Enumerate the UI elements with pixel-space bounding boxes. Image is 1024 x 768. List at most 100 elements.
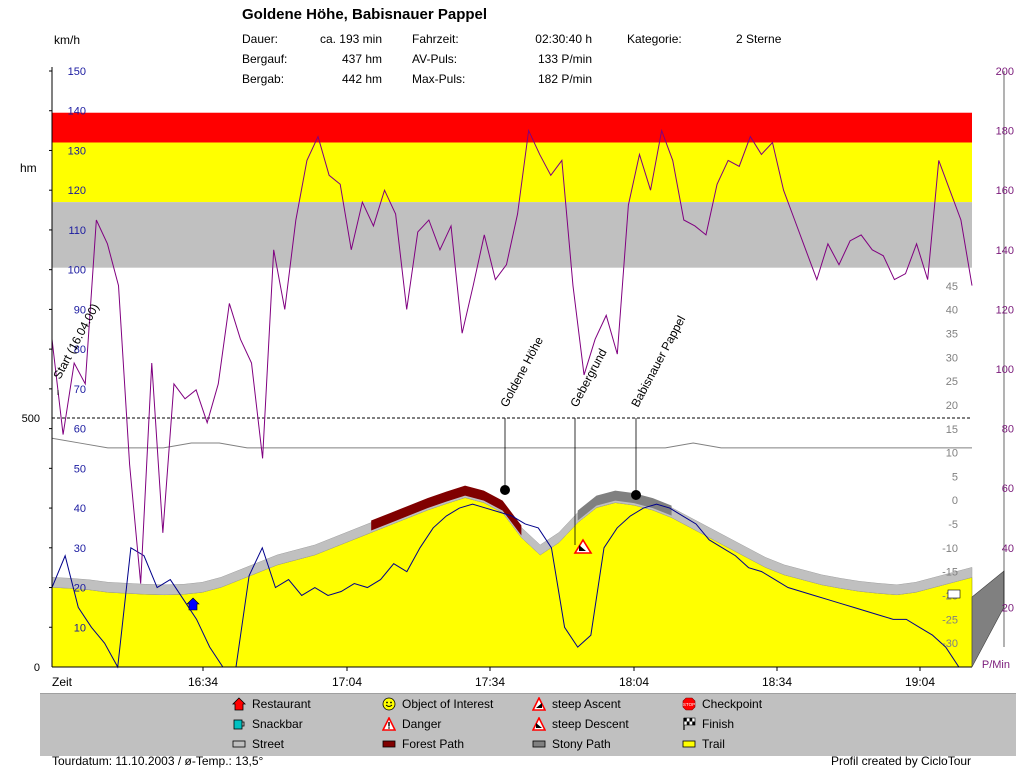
legend-stony-path: Stony Path [532,737,611,751]
gradient-tick-label: 5 [952,471,958,483]
house-icon [186,597,200,611]
gradient-tick-label: 0 [952,495,958,507]
stony-path-swatch [532,737,546,751]
chart-3d-side [971,570,1005,668]
finish-flag-icon [947,589,961,599]
stat-label-bergauf: Bergauf: [242,52,288,66]
stat-value-fahrzeit: 02:30:40 h [535,32,592,46]
pulse-tick-label: 180 [996,126,1014,138]
pulse-tick-label: 160 [996,185,1014,197]
stat-label-bergab: Bergab: [242,72,285,86]
gradient-tick-label: -15 [942,567,958,579]
chart-axes: 1020304050607080901001101201301401500500… [22,66,1014,689]
cup-icon [232,717,246,731]
speed-tick-label: 120 [68,185,86,197]
legend-checkpoint: STOP Checkpoint [682,697,762,711]
legend-danger: Danger [381,716,442,731]
gradient-tick-label: 15 [946,424,958,436]
legend-trail: Trail [682,737,725,751]
stat-value-max-puls: 182 P/min [537,72,592,86]
legend-label: Forest Path [402,737,465,751]
speed-tick-label: 130 [68,145,86,157]
x-tick-label: 18:34 [762,675,792,689]
speed-tick-label: 10 [74,622,86,634]
stat-value-dauer: ca. 193 min [319,32,382,46]
x-tick-label: 16:34 [188,675,218,689]
pulse-axis-unit: P/Min [982,659,1010,671]
legend-label: steep Descent [552,717,629,731]
gradient-line [51,437,972,449]
speed-tick-label: 30 [74,543,86,555]
x-tick-label: 18:04 [619,675,649,689]
elevation-tick-label: 500 [22,413,40,425]
gradient-tick-label: 40 [946,305,958,317]
legend-steep-ascent: steep Ascent [531,696,621,711]
speed-line [51,503,972,669]
pulse-tick-label: 100 [996,364,1014,376]
trail-swatch [682,737,696,751]
gradient-tick-label: 30 [946,352,958,364]
stat-label-dauer: Dauer: [242,32,279,46]
gradient-tick-label: -5 [948,519,958,531]
legend-label: Danger [402,717,442,731]
legend-steep-descent: steep Descent [531,716,629,731]
footer-credit: Profil created by CicloTour [831,754,972,768]
speed-tick-label: 100 [68,265,86,277]
x-tick-label: 17:04 [332,675,362,689]
waypoint-label: Babisnauer Pappel [628,313,688,409]
gradient-tick-label: 35 [946,328,958,340]
x-tick-label: 19:04 [905,675,935,689]
binoculars-icon [500,485,510,495]
binoculars-icon [631,490,641,500]
speed-tick-label: 70 [74,384,86,396]
speed-line [51,503,972,669]
gradient-tick-label: -30 [942,638,958,650]
legend-restaurant: Restaurant [232,697,311,711]
pulse-zones [52,112,972,268]
steep-descent-icon-mark [579,545,586,551]
stat-label-av-puls: AV-Puls: [412,52,458,66]
pulse-line [51,128,973,584]
gradient-tick-label: 20 [946,400,958,412]
street-swatch [232,737,246,751]
elevation-axis-unit: hm [20,161,37,175]
legend-snackbar: Snackbar [232,717,303,731]
speed-tick-label: 50 [74,463,86,475]
footer-tour-info: Tourdatum: 11.10.2003 / ø-Temp.: 13,5° [52,754,264,768]
legend-label: Finish [702,717,735,731]
pulse-zone-band [52,112,972,143]
speed-tick-label: 110 [68,225,86,237]
stat-value-kategorie: 2 Sterne [736,32,782,46]
gradient-tick-label: -10 [942,543,958,555]
pulse-tick-label: 40 [1002,543,1014,555]
speed-tick-label: 80 [74,344,86,356]
speed-tick-label: 60 [74,424,86,436]
speed-tick-label: 140 [68,106,86,118]
legend-street: Street [232,737,284,751]
legend-label: steep Ascent [552,697,621,711]
elevation-tick-label: 0 [34,662,40,674]
legend-object-of-interest: Object of Interest [382,697,493,711]
surface-street-band [51,487,973,596]
speed-tick-label: 150 [68,66,86,78]
gradient-tick-label: 45 [946,281,958,293]
stat-value-bergauf: 437 hm [341,52,382,66]
legend-label: Stony Path [552,737,611,751]
gradient-line [51,417,972,449]
speed-tick-label: 40 [74,503,86,515]
pulse-tick-label: 60 [1002,483,1014,495]
waypoint-label: Goldene Höhe [497,334,546,409]
surface-stony-band [577,490,672,521]
legend-label: Object of Interest [402,697,494,711]
x-tick-label: 17:34 [475,675,505,689]
pulse-zone-band [52,142,972,203]
legend-label: Checkpoint [702,697,763,711]
stat-label-max-puls: Max-Puls: [412,72,466,86]
svg-text:STOP: STOP [683,702,695,707]
legend-label: Snackbar [252,717,303,731]
legend-label: Street [252,737,285,751]
chart-frame [51,67,1005,668]
surface-bands [51,485,973,596]
speed-tick-label: 90 [74,304,86,316]
pulse-tick-label: 120 [996,304,1014,316]
